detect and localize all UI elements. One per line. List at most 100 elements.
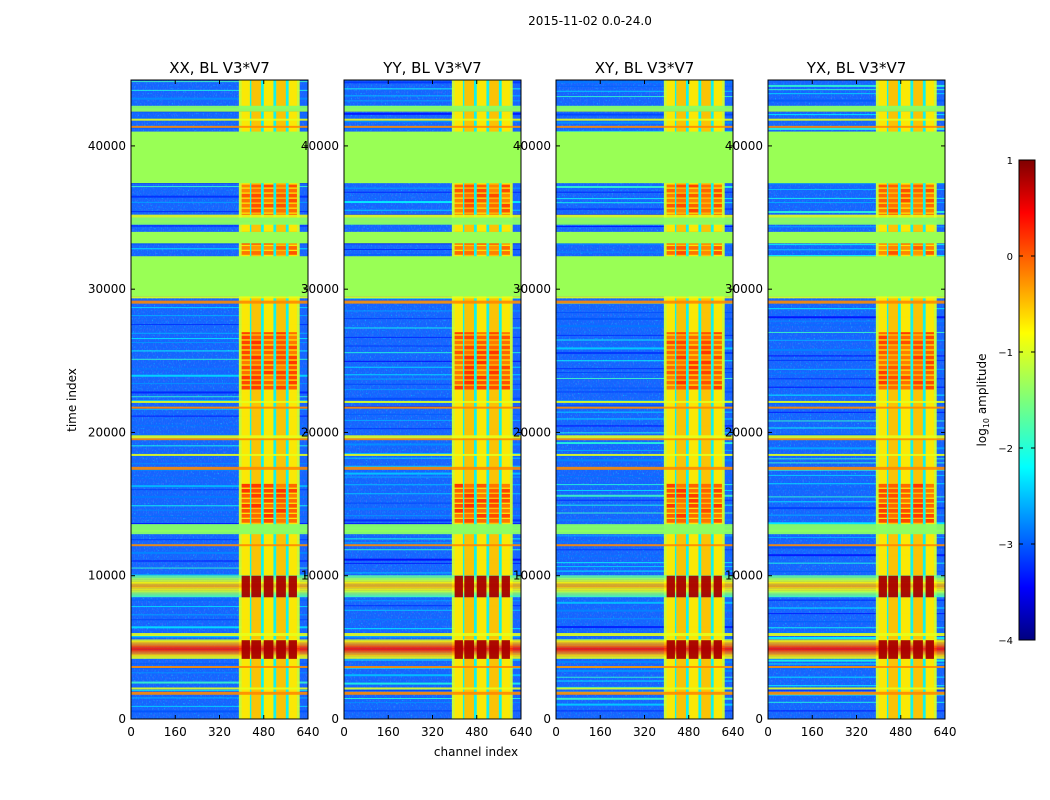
rfi-burst bbox=[888, 488, 898, 493]
rfi-burst bbox=[676, 360, 686, 365]
time-stripe bbox=[768, 676, 945, 678]
bright-band bbox=[344, 642, 521, 644]
time-stripe bbox=[556, 225, 733, 227]
flag-line bbox=[131, 466, 308, 470]
bright-band bbox=[556, 575, 733, 577]
bright-band bbox=[344, 586, 521, 589]
flagged-band bbox=[131, 131, 308, 184]
rfi-burst bbox=[489, 375, 499, 380]
time-stripe bbox=[556, 459, 733, 462]
rfi-burst bbox=[713, 350, 722, 355]
flag-line bbox=[768, 214, 945, 218]
bright-band bbox=[556, 647, 733, 649]
bright-band bbox=[131, 653, 308, 655]
rfi-burst bbox=[925, 483, 934, 488]
rfi-burst bbox=[713, 193, 722, 198]
flag-line bbox=[768, 438, 945, 441]
rfi-burst bbox=[676, 350, 686, 355]
rfi-burst bbox=[288, 518, 297, 523]
flagged-row bbox=[131, 524, 308, 535]
time-stripe bbox=[344, 374, 521, 376]
time-stripe bbox=[556, 618, 733, 620]
flag-line bbox=[556, 435, 733, 439]
time-stripe bbox=[556, 566, 733, 568]
time-stripe bbox=[768, 546, 945, 549]
time-stripe bbox=[131, 415, 308, 417]
bright-band bbox=[556, 584, 733, 586]
y-tick-label: 10000 bbox=[301, 569, 339, 583]
rfi-burst bbox=[900, 375, 911, 380]
rfi-burst bbox=[476, 498, 487, 503]
time-stripe bbox=[768, 244, 945, 246]
rfi-burst bbox=[454, 193, 463, 198]
rfi-burst bbox=[666, 198, 675, 203]
flag-line bbox=[344, 691, 521, 695]
rfi-burst bbox=[241, 208, 250, 213]
rfi-burst bbox=[276, 345, 286, 350]
rfi-burst bbox=[676, 488, 686, 493]
time-stripe bbox=[344, 465, 521, 467]
time-stripe bbox=[768, 420, 945, 422]
time-stripe bbox=[768, 89, 945, 91]
bright-band bbox=[556, 651, 733, 653]
time-stripe bbox=[131, 97, 308, 100]
y-tick-label: 40000 bbox=[88, 139, 126, 153]
time-stripe bbox=[556, 601, 733, 604]
rfi-burst bbox=[900, 385, 911, 390]
rfi-burst bbox=[666, 188, 675, 193]
bright-band-rfi bbox=[900, 640, 911, 659]
y-tick-label: 0 bbox=[543, 712, 551, 726]
bright-band bbox=[768, 639, 945, 641]
flag-line bbox=[768, 453, 945, 456]
rfi-burst bbox=[688, 251, 699, 255]
rfi-burst bbox=[241, 335, 250, 340]
time-stripe bbox=[131, 315, 308, 317]
rfi-burst bbox=[251, 355, 261, 360]
rfi-burst bbox=[501, 498, 510, 503]
rfi-burst bbox=[701, 513, 711, 518]
flag-line bbox=[344, 687, 521, 690]
rfi-burst bbox=[501, 335, 510, 340]
bright-band bbox=[344, 583, 521, 585]
rfi-burst bbox=[713, 335, 722, 340]
bright-band-rfi bbox=[878, 575, 887, 598]
rfi-burst bbox=[276, 360, 286, 365]
rfi-burst bbox=[263, 251, 274, 255]
rfi-gap bbox=[285, 80, 289, 719]
rfi-burst bbox=[688, 345, 699, 350]
rfi-burst bbox=[900, 483, 911, 488]
time-stripe bbox=[556, 549, 733, 551]
colorbar-tick-label: −3 bbox=[998, 540, 1013, 551]
bright-band-rfi bbox=[251, 575, 261, 598]
bright-band bbox=[344, 595, 521, 598]
rfi-burst bbox=[454, 345, 463, 350]
rfi-burst bbox=[713, 355, 722, 360]
rfi-burst bbox=[676, 513, 686, 518]
rfi-burst bbox=[878, 332, 887, 335]
bright-band bbox=[556, 642, 733, 644]
rfi-burst bbox=[666, 513, 675, 518]
rfi-burst bbox=[489, 332, 499, 335]
rfi-burst bbox=[288, 340, 297, 345]
time-stripe bbox=[131, 425, 308, 427]
time-stripe bbox=[344, 507, 521, 510]
time-stripe bbox=[768, 411, 945, 413]
rfi-burst bbox=[263, 208, 274, 213]
rfi-burst bbox=[878, 335, 887, 340]
rfi-burst bbox=[241, 518, 250, 523]
rfi-burst bbox=[688, 493, 699, 498]
rfi-burst bbox=[464, 360, 474, 365]
x-tick-label: 160 bbox=[801, 725, 824, 739]
bright-band bbox=[344, 576, 521, 578]
time-stripe bbox=[768, 458, 945, 460]
rfi-burst bbox=[501, 508, 510, 513]
rfi-burst bbox=[878, 208, 887, 213]
time-stripe bbox=[344, 519, 521, 522]
rfi-burst bbox=[241, 503, 250, 508]
rfi-burst bbox=[501, 375, 510, 380]
time-stripe bbox=[131, 445, 308, 447]
rfi-burst bbox=[288, 198, 297, 203]
rfi-burst bbox=[713, 188, 722, 193]
bright-band bbox=[768, 640, 945, 643]
bright-band bbox=[768, 581, 945, 584]
